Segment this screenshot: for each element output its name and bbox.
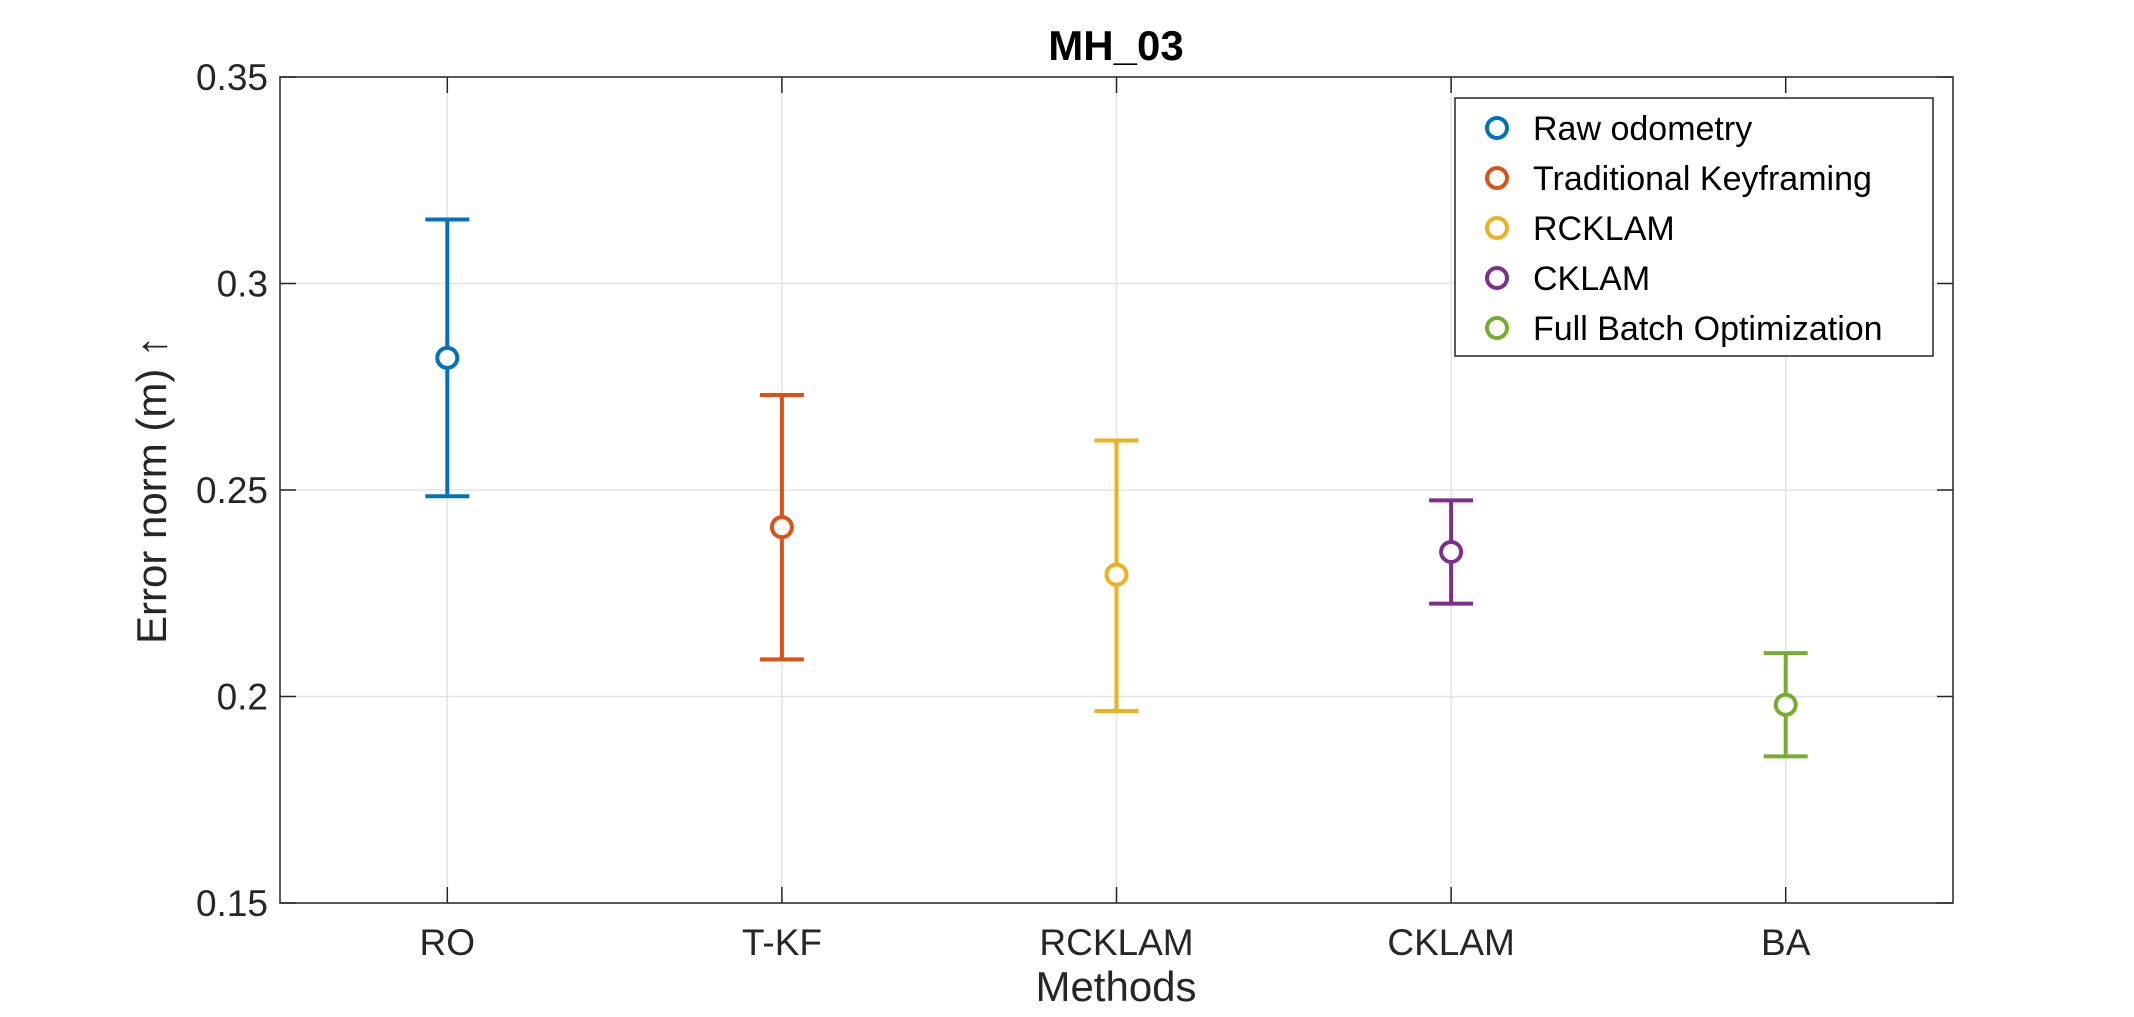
errorbar-ro: [425, 217, 470, 499]
legend-label: CKLAM: [1533, 260, 1650, 298]
y-tick-label: 0.25: [196, 470, 268, 511]
x-tick-label: T-KF: [742, 922, 822, 963]
legend-label: RCKLAM: [1533, 210, 1675, 248]
legend-marker: [1485, 166, 1509, 190]
legend: Raw odometry Traditional Keyframing RCKLAM…: [1454, 97, 1934, 357]
y-tick-label: 0.35: [196, 57, 268, 98]
legend-box: [1454, 97, 1934, 357]
errorbar-t-kf: [759, 393, 804, 662]
legend-item: Full Batch Optimization: [1485, 310, 1883, 348]
errorbar-ba: [1763, 651, 1808, 759]
legend-item: Raw odometry: [1485, 110, 1752, 148]
errorbar-rcklam: [1094, 438, 1139, 713]
mean-marker: [769, 515, 794, 540]
legend-marker: [1485, 216, 1509, 240]
x-tick-label: CKLAM: [1387, 922, 1514, 963]
x-tick-label: RO: [420, 922, 476, 963]
data-series: [425, 217, 1808, 759]
chart-title: MH_03: [1048, 22, 1183, 69]
legend-marker: [1485, 316, 1509, 340]
mean-marker: [1439, 539, 1464, 564]
legend-item: CKLAM: [1485, 260, 1650, 298]
mean-marker: [1104, 562, 1129, 587]
y-tick-label: 0.2: [217, 677, 268, 718]
legend-label: Raw odometry: [1533, 110, 1752, 148]
x-tick-label: RCKLAM: [1039, 922, 1193, 963]
legend-marker: [1485, 116, 1509, 140]
legend-item: RCKLAM: [1485, 210, 1675, 248]
legend-label: Traditional Keyframing: [1533, 160, 1872, 198]
legend-item: Traditional Keyframing: [1485, 160, 1872, 198]
y-tick-label: 0.15: [196, 883, 268, 924]
x-tick-label: BA: [1761, 922, 1811, 963]
mean-marker: [1773, 692, 1798, 717]
x-axis-label: Methods: [1035, 963, 1196, 1010]
legend-label: Full Batch Optimization: [1533, 310, 1883, 348]
errorbar-cklam: [1429, 498, 1474, 606]
axis-ticks: 0.15 0.2 0.25 0.3 0.35 RO T-KF RCKLAM CKLAM BA: [196, 57, 1953, 963]
y-axis-label: Error norm (m) ↑: [128, 336, 175, 644]
mean-marker: [435, 345, 460, 370]
y-tick-label: 0.3: [217, 264, 268, 305]
legend-marker: [1485, 266, 1509, 290]
